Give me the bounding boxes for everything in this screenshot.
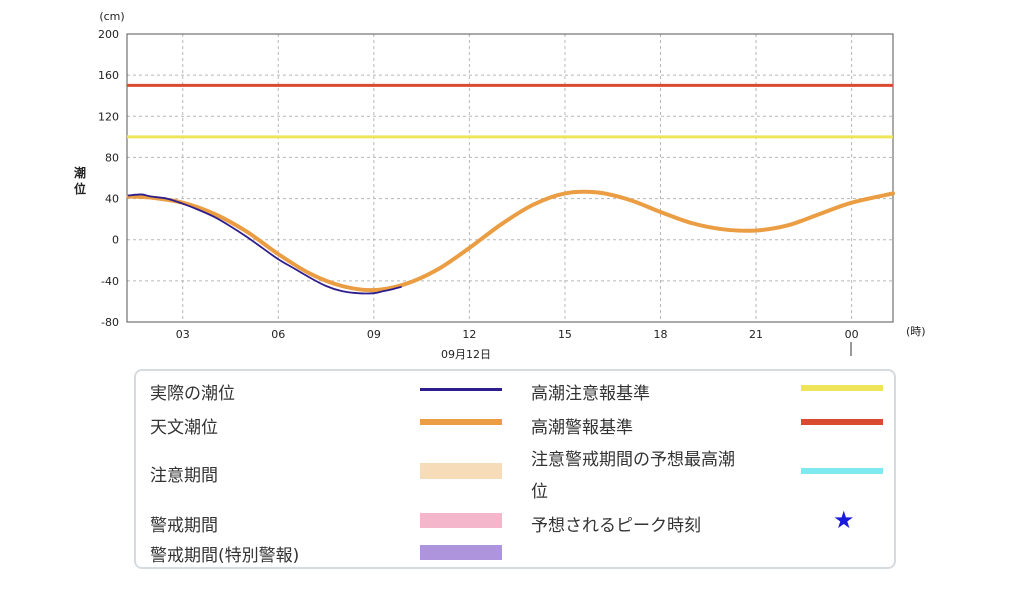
date-label: 09月12日 xyxy=(441,348,491,361)
legend-box: 実際の潮位 天文潮位 注意期間 警戒期間 警戒期間(特別警報) 高潮注意報基準 … xyxy=(134,369,896,569)
legend-predicted-label-2: 位 xyxy=(531,482,548,502)
y-tick-label: 160 xyxy=(98,69,119,82)
plot-frame xyxy=(126,33,894,323)
x-tick-label: 15 xyxy=(558,328,572,341)
legend-caution-swatch xyxy=(420,463,502,479)
legend-peak-label: 予想されるピーク時刻 xyxy=(531,516,701,536)
x-unit-label: (時) xyxy=(906,325,926,338)
x-tick-label: 03 xyxy=(176,328,190,341)
series-line-astronomical xyxy=(126,189,895,293)
y-tick-label: -80 xyxy=(101,316,119,329)
legend-warning-label: 警戒期間 xyxy=(150,516,218,536)
x-tick-label: 12 xyxy=(462,328,476,341)
x-tick-label: 00 xyxy=(845,328,859,341)
legend-special-label: 警戒期間(特別警報) xyxy=(150,546,300,566)
y-tick-label: 120 xyxy=(98,110,119,123)
chart-series xyxy=(126,189,895,295)
legend-actual-label: 実際の潮位 xyxy=(150,384,235,404)
legend-advisory-label: 高潮注意報基準 xyxy=(531,384,650,404)
legend-caution-label: 注意期間 xyxy=(150,466,218,486)
legend-warning-std-swatch xyxy=(801,419,883,425)
x-tick-label: 09 xyxy=(367,328,381,341)
y-tick-label: 200 xyxy=(98,28,119,41)
legend-warning-std-label: 高潮警報基準 xyxy=(531,418,633,438)
tide-chart: -80 -40 0 40 80 120 160 200 03 06 09 12 15 18 21 00 (c… xyxy=(74,10,926,361)
legend-actual-swatch xyxy=(420,388,502,391)
y-axis-label-part1: 潮 xyxy=(74,165,86,180)
reference-lines xyxy=(127,83,893,139)
legend-astro-label: 天文潮位 xyxy=(150,418,218,438)
chart-grid xyxy=(127,33,893,323)
y-tick-label: 40 xyxy=(105,193,119,206)
x-tick-label: 18 xyxy=(653,328,667,341)
legend-predicted-label-1: 注意警戒期間の予想最高潮 xyxy=(531,450,735,470)
series-line-actual xyxy=(127,193,402,295)
y-unit-label: (cm) xyxy=(99,10,124,23)
legend-special-swatch xyxy=(420,545,502,560)
x-tick-label: 06 xyxy=(271,328,285,341)
y-tick-label: 0 xyxy=(112,234,119,247)
y-axis-label-part2: 位 xyxy=(74,181,86,196)
legend-astro-swatch xyxy=(420,419,502,425)
legend-advisory-swatch xyxy=(801,385,883,391)
y-tick-label: -40 xyxy=(101,275,119,288)
legend-predicted-swatch xyxy=(801,468,883,474)
y-tick-label: 80 xyxy=(105,151,119,164)
x-tick-label: 21 xyxy=(749,328,763,341)
star-icon: ★ xyxy=(833,506,855,534)
x-axis-ticks: 03 06 09 12 15 18 21 00 xyxy=(176,328,859,341)
y-axis-ticks: -80 -40 0 40 80 120 160 200 xyxy=(98,28,119,329)
legend-warning-swatch xyxy=(420,513,502,528)
